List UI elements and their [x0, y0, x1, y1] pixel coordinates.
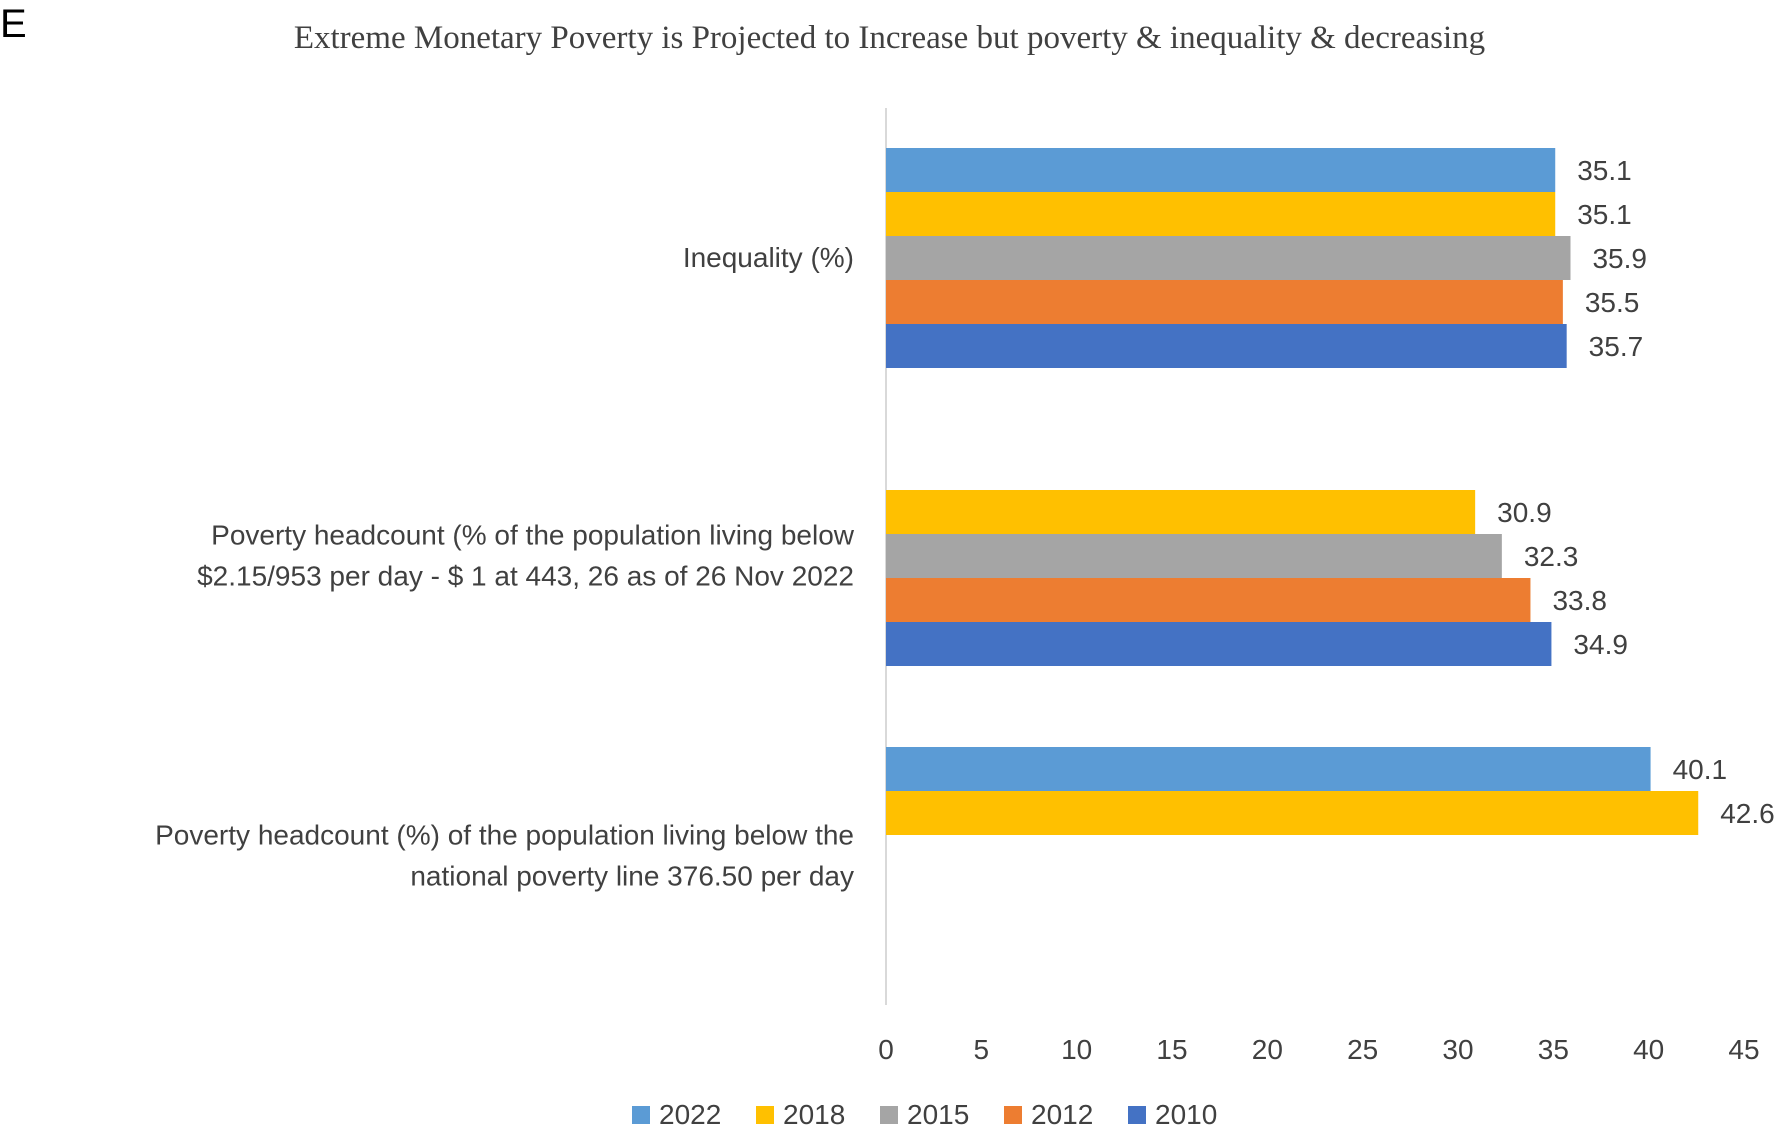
bar-2018-cat2: [886, 490, 1476, 534]
bar-2010-cat2: [886, 622, 1552, 666]
bar-2018-cat3: [886, 791, 1699, 835]
bar-2018-cat1: [886, 192, 1556, 236]
x-tick-label-35: 35: [1538, 1034, 1569, 1065]
category-label-2-line-1: Poverty headcount (% of the population l…: [211, 520, 855, 551]
data-label-2018-cat2: 30.9: [1497, 497, 1552, 528]
data-label-2022-cat3: 40.1: [1673, 754, 1728, 785]
chart-title: Extreme Monetary Poverty is Projected to…: [293, 20, 1486, 56]
x-tick-label-10: 10: [1061, 1034, 1092, 1065]
x-tick-label-40: 40: [1633, 1034, 1664, 1065]
legend-swatch-2022: [632, 1106, 650, 1124]
data-label-2015-cat1: 35.9: [1592, 243, 1647, 274]
panel-label: E: [0, 2, 27, 46]
legend-label-2018: 2018: [783, 1099, 845, 1130]
legend-label-2012: 2012: [1031, 1099, 1093, 1130]
category-label-1-line-1: Inequality (%): [683, 242, 854, 273]
category-label-2-line-2: $2.15/953 per day - $ 1 at 443, 26 as of…: [197, 561, 854, 592]
legend-label-2010: 2010: [1155, 1099, 1217, 1130]
data-label-2015-cat2: 32.3: [1524, 541, 1579, 572]
data-label-2012-cat2: 33.8: [1552, 585, 1607, 616]
data-label-2022-cat1: 35.1: [1577, 155, 1632, 186]
data-label-2010-cat2: 34.9: [1573, 629, 1628, 660]
category-label-3-line-2: national poverty line 376.50 per day: [410, 861, 854, 892]
bar-2012-cat1: [886, 280, 1563, 324]
legend-swatch-2010: [1128, 1106, 1146, 1124]
bar-2015-cat2: [886, 534, 1502, 578]
data-label-2010-cat1: 35.7: [1589, 331, 1644, 362]
data-label-2012-cat1: 35.5: [1585, 287, 1640, 318]
bar-2010-cat1: [886, 324, 1567, 368]
legend-label-2022: 2022: [659, 1099, 721, 1130]
x-tick-label-30: 30: [1442, 1034, 1473, 1065]
x-tick-label-45: 45: [1728, 1034, 1759, 1065]
x-tick-label-5: 5: [974, 1034, 990, 1065]
legend-label-2015: 2015: [907, 1099, 969, 1130]
x-tick-label-15: 15: [1156, 1034, 1187, 1065]
data-label-2018-cat1: 35.1: [1577, 199, 1632, 230]
legend-swatch-2012: [1004, 1106, 1022, 1124]
legend-swatch-2015: [880, 1106, 898, 1124]
category-label-3-line-1: Poverty headcount (%) of the population …: [155, 820, 854, 851]
data-label-2018-cat3: 42.6: [1720, 798, 1775, 829]
x-tick-label-25: 25: [1347, 1034, 1378, 1065]
x-tick-label-0: 0: [878, 1034, 894, 1065]
x-tick-label-20: 20: [1252, 1034, 1283, 1065]
legend-swatch-2018: [756, 1106, 774, 1124]
bar-2022-cat3: [886, 747, 1651, 791]
bar-2015-cat1: [886, 236, 1571, 280]
bar-2012-cat2: [886, 578, 1531, 622]
bar-2022-cat1: [886, 148, 1556, 192]
